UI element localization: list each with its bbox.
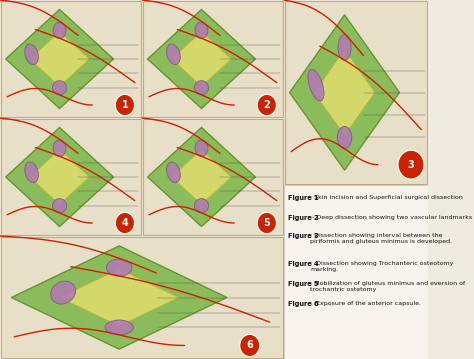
Ellipse shape: [194, 81, 209, 95]
Ellipse shape: [107, 259, 132, 276]
Ellipse shape: [167, 162, 180, 182]
Text: : Mobilization of gluteus minimus and eversion of trochantric ostetomy: : Mobilization of gluteus minimus and ev…: [310, 281, 465, 292]
Ellipse shape: [25, 44, 38, 65]
Polygon shape: [30, 150, 89, 204]
Ellipse shape: [167, 44, 180, 65]
Text: Figure 5: Figure 5: [288, 281, 319, 287]
Ellipse shape: [25, 162, 38, 182]
Polygon shape: [6, 9, 113, 108]
Polygon shape: [30, 32, 89, 86]
Ellipse shape: [337, 126, 352, 149]
Circle shape: [115, 94, 135, 116]
FancyBboxPatch shape: [1, 237, 283, 358]
Polygon shape: [314, 50, 375, 135]
Text: 1: 1: [121, 100, 128, 110]
Text: 2: 2: [264, 100, 270, 110]
Ellipse shape: [195, 140, 208, 157]
Circle shape: [398, 150, 424, 179]
Circle shape: [257, 94, 276, 116]
Text: Figure 2: Figure 2: [288, 215, 319, 221]
Ellipse shape: [338, 34, 351, 60]
Ellipse shape: [195, 22, 208, 38]
Text: 4: 4: [121, 218, 128, 228]
Text: :- Deep dissection showing two vascular landmarks: :- Deep dissection showing two vascular …: [310, 215, 472, 220]
Text: 3: 3: [408, 160, 414, 170]
Polygon shape: [172, 32, 231, 86]
Circle shape: [257, 213, 276, 234]
FancyBboxPatch shape: [284, 185, 428, 359]
Circle shape: [240, 334, 260, 356]
Text: Figure 3: Figure 3: [288, 233, 319, 239]
Text: :  Exposure of the anterior capsule.: : Exposure of the anterior capsule.: [310, 301, 421, 306]
Text: Figure 6: Figure 6: [288, 301, 319, 307]
Text: : Dissection showing interval between the piriformis and gluteus minimus is deve: : Dissection showing interval between th…: [310, 233, 452, 244]
Circle shape: [115, 213, 135, 234]
FancyBboxPatch shape: [1, 119, 141, 235]
Polygon shape: [147, 127, 255, 227]
Ellipse shape: [53, 22, 66, 38]
Ellipse shape: [53, 199, 67, 213]
Ellipse shape: [194, 199, 209, 213]
FancyBboxPatch shape: [143, 119, 283, 235]
FancyBboxPatch shape: [143, 1, 283, 117]
Polygon shape: [147, 9, 255, 108]
Text: :  Dissection showing Trochanteric osteotomy marking.: : Dissection showing Trochanteric osteot…: [310, 261, 453, 272]
Ellipse shape: [53, 140, 66, 157]
Text: 5: 5: [264, 218, 270, 228]
Ellipse shape: [308, 69, 324, 101]
Polygon shape: [60, 269, 179, 326]
Text: : Skin incision and Superficial surgical dissection: : Skin incision and Superficial surgical…: [310, 195, 463, 200]
FancyBboxPatch shape: [1, 1, 141, 117]
Polygon shape: [6, 127, 113, 227]
FancyBboxPatch shape: [285, 1, 428, 184]
Text: 6: 6: [246, 340, 253, 350]
Polygon shape: [172, 150, 231, 204]
Ellipse shape: [53, 81, 67, 95]
Ellipse shape: [51, 281, 75, 304]
Polygon shape: [11, 246, 227, 349]
Polygon shape: [290, 15, 400, 170]
Ellipse shape: [105, 320, 133, 335]
Text: Figure 4: Figure 4: [288, 261, 319, 267]
Text: Figure 1: Figure 1: [288, 195, 319, 201]
